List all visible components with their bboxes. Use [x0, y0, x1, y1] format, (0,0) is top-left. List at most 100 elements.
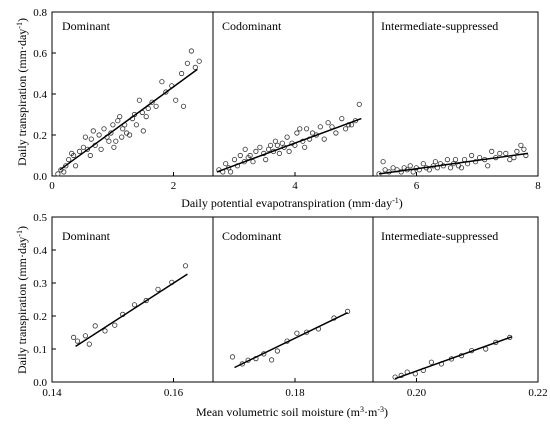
top-panel-3-point — [458, 165, 465, 171]
top-panel-3-point — [485, 163, 491, 169]
bottom-xtick-label: 0.18 — [285, 387, 305, 399]
bottom-panel-1-point — [86, 341, 92, 347]
top-panel-1-point — [113, 138, 119, 144]
top-panel-1-point — [136, 97, 142, 103]
top-panel-3-point — [503, 150, 509, 156]
top-panel-1-point — [115, 118, 121, 124]
top-panel-2-point — [274, 142, 280, 148]
bottom-panel-title-intermediate: Intermediate-suppressed — [381, 229, 498, 243]
bottom-ytick-label: 0.4 — [33, 245, 47, 257]
top-panel-3-point — [521, 146, 527, 152]
top-panel-1-point — [73, 163, 79, 169]
top-panel-3-point — [420, 161, 426, 167]
top-xtick-label: 2 — [171, 180, 177, 192]
bottom-panel-1-point — [102, 328, 108, 334]
top-panel-3-point — [497, 150, 503, 156]
bottom-panel-1-point — [131, 302, 138, 308]
top-panel-1-point — [163, 89, 169, 95]
top-xtick-label: 0 — [49, 180, 55, 192]
top-panel-3-point — [507, 157, 513, 163]
top-panel-2-point — [286, 148, 292, 154]
top-panel-3-point — [472, 159, 479, 165]
top-panel-1-point — [127, 132, 133, 138]
top-panel-3-point — [382, 167, 388, 173]
top-panel-1-point — [82, 134, 89, 140]
top-panel-1-point — [120, 126, 126, 132]
bottom-xtick-label: 0.14 — [42, 387, 62, 399]
top-panel-2-point — [294, 130, 300, 136]
top-ytick-label: 0.2 — [33, 130, 47, 142]
top-panel-2-fit-line — [216, 117, 362, 173]
top-panel-1-point — [61, 169, 67, 175]
top-panel-2-point — [276, 150, 282, 156]
top-panel-2-point — [228, 169, 234, 175]
top-panel-1-point — [133, 122, 139, 128]
top-panel-3-point — [444, 157, 450, 163]
top-panel-2-point — [356, 101, 362, 107]
top-panel-2-point — [321, 136, 327, 142]
top-panel-1-fit-line — [59, 68, 198, 171]
top-panel-1-point — [159, 79, 165, 85]
top-panel-2-point — [272, 138, 278, 144]
bottom-panel-3-point — [392, 374, 398, 380]
top-panel-3-point — [461, 157, 468, 163]
bottom-xtick-label: 0.22 — [528, 387, 547, 399]
top-panel-1-point — [192, 64, 198, 71]
bottom-panel-1-point — [112, 322, 118, 328]
top-panel-1-point — [179, 70, 185, 77]
top-panel-title-dominant: Dominant — [62, 19, 111, 33]
top-panel-3-point — [432, 159, 438, 165]
top-panel-2-point — [237, 152, 243, 159]
bottom-xtick-label: 0.20 — [407, 387, 427, 399]
top-panel-1-point — [153, 103, 159, 109]
top-panel-1-point — [90, 128, 96, 134]
top-panel-3-point — [390, 165, 396, 171]
top-panel-title-codominant: Codominant — [222, 19, 282, 33]
bottom-panel-1-point — [71, 334, 77, 340]
bottom-panel-2-point — [239, 361, 245, 367]
bottom-ytick-label: 0.1 — [33, 344, 47, 356]
top-panel-2-point — [284, 134, 290, 140]
top-xtick-label: 4 — [292, 180, 298, 192]
top-panel-2-point — [309, 130, 316, 136]
top-panel-3-point — [407, 163, 413, 169]
top-panel-2-point — [302, 144, 308, 150]
top-ytick-label: 0.0 — [33, 171, 47, 183]
top-plot-frame — [51, 11, 539, 177]
bottom-panel-1-point — [155, 286, 161, 292]
bottom-panel-title-dominant: Dominant — [62, 229, 111, 243]
bottom-ytick-label: 0.0 — [33, 377, 47, 389]
bottom-ytick-label: 0.5 — [33, 212, 47, 224]
top-panel-1-point — [88, 136, 94, 142]
top-panel-2-point — [339, 116, 345, 122]
bottom-ylabel: Daily transpiration (mm·day-1) — [15, 226, 30, 374]
top-xtick-label: 8 — [535, 180, 541, 192]
top-panel-2-point — [253, 148, 259, 154]
chart-marks: 0.0 0.2 0.4 0.6 0.8 0 2 4 6 8 0.0 0.1 0.2 0.3 0.4 0.5 0.… — [33, 7, 547, 399]
top-panel-1-point — [110, 122, 116, 128]
bottom-panel-2-fit-line — [234, 312, 348, 369]
top-panel-1-point — [63, 163, 69, 169]
top-panel-2-point — [231, 157, 238, 163]
bottom-panel-1-point — [143, 297, 149, 304]
bottom-panel-2-point — [294, 330, 300, 336]
top-panel-2-point — [325, 120, 331, 126]
bottom-ytick-label: 0.2 — [33, 311, 47, 323]
top-panel-1-point — [66, 157, 72, 163]
top-panel-2-point — [303, 126, 310, 132]
top-panel-1-point — [180, 103, 187, 109]
top-panel-1-point — [140, 128, 146, 134]
top-panel-2-point — [265, 146, 272, 152]
top-ytick-label: 0.4 — [33, 89, 47, 101]
top-panel-2-point — [279, 140, 285, 146]
bottom-panel-2-point — [344, 308, 351, 314]
bottom-panel-1-point — [92, 323, 98, 329]
top-panel-1-point — [196, 58, 202, 64]
top-panel-title-intermediate: Intermediate-suppressed — [381, 19, 498, 33]
top-ylabel: Daily transpiration (mm·day-1) — [15, 18, 30, 166]
top-panel-2-point — [263, 157, 269, 163]
top-panel-1-point — [98, 146, 104, 152]
top-panel-1-point — [117, 114, 123, 120]
top-panel-1-point — [143, 114, 149, 120]
